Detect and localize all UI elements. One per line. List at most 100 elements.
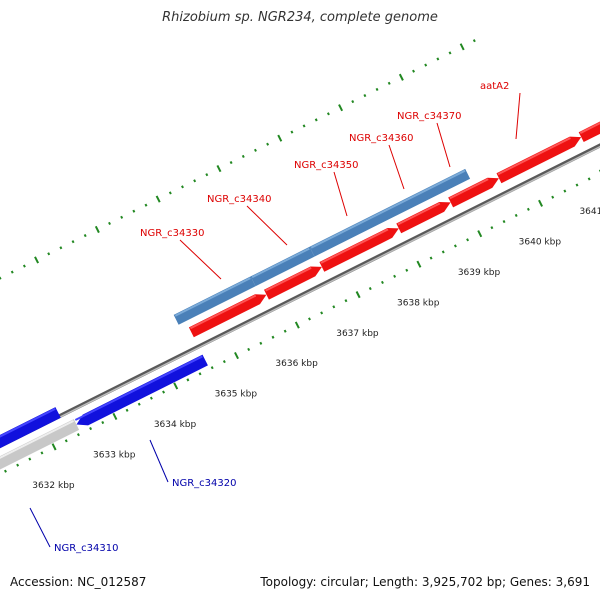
outer-tick bbox=[424, 63, 428, 67]
outer-tick bbox=[216, 165, 222, 173]
gene-label-forward: NGR_c34340 bbox=[207, 194, 272, 205]
gene-red-3 bbox=[319, 228, 399, 272]
inner-tick bbox=[514, 213, 518, 218]
gene-red-5 bbox=[448, 177, 499, 208]
inner-tick bbox=[259, 341, 263, 345]
outer-tick bbox=[338, 104, 344, 112]
gene-red-2 bbox=[264, 266, 322, 300]
outer-tick bbox=[168, 191, 172, 195]
label-leaders bbox=[29, 92, 521, 548]
inner-tick bbox=[393, 274, 397, 278]
backbone-highlight bbox=[0, 145, 600, 448]
outer-tick bbox=[132, 209, 136, 213]
gene-red-1-shade bbox=[189, 294, 257, 330]
inner-tick bbox=[76, 433, 80, 437]
gene-ngr-c34320 bbox=[76, 354, 208, 426]
ruler-labels: 3632 kbp 3633 kbp 3634 kbp 3635 kbp 3636 kbp… bbox=[32, 207, 600, 491]
outer-tick bbox=[94, 225, 100, 234]
outer-tick bbox=[229, 160, 233, 165]
inner-tick bbox=[89, 427, 93, 431]
inner-tick bbox=[453, 244, 457, 248]
inner-tick bbox=[308, 317, 311, 321]
gene-features bbox=[0, 121, 600, 470]
inner-tick bbox=[344, 299, 348, 303]
inner-tick bbox=[429, 256, 433, 260]
outer-tick bbox=[253, 148, 257, 152]
inner-tick bbox=[320, 311, 324, 315]
backbone-layer bbox=[0, 143, 600, 449]
map-title: Rhizobium sp. NGR234, complete genome bbox=[162, 10, 438, 25]
outer-tick bbox=[71, 240, 75, 244]
inner-tick bbox=[101, 420, 105, 425]
outer-tick bbox=[472, 39, 476, 43]
inner-tick bbox=[4, 469, 7, 473]
outer-tick bbox=[375, 87, 379, 91]
gene-blue-3 bbox=[309, 168, 471, 257]
gene-red-3-shade bbox=[320, 228, 389, 264]
inner-tick bbox=[332, 305, 336, 309]
outer-tick bbox=[120, 215, 124, 219]
inner-tick bbox=[173, 382, 179, 390]
outer-tick bbox=[290, 130, 294, 134]
outer-tick bbox=[205, 173, 209, 177]
inner-tick bbox=[405, 268, 409, 272]
inner-tick bbox=[587, 177, 591, 181]
outer-tick bbox=[10, 270, 14, 274]
outer-tick bbox=[459, 43, 465, 51]
inner-tick bbox=[51, 443, 57, 451]
outer-tick bbox=[0, 276, 2, 280]
inner-tick bbox=[526, 207, 530, 211]
inner-tick bbox=[247, 347, 251, 351]
gene-label-forward: NGR_c34370 bbox=[397, 111, 462, 122]
inner-tick bbox=[210, 366, 214, 370]
gene-ngr-c34320-shade bbox=[74, 355, 203, 421]
inner-tick bbox=[234, 351, 239, 360]
inner-tick bbox=[137, 402, 141, 406]
outer-tick bbox=[387, 81, 391, 85]
gene-label-layer: NGR_c34330 NGR_c34340 NGR_c34350 NGR_c34360… bbox=[54, 81, 509, 554]
inner-tick bbox=[162, 390, 166, 394]
inner-tick bbox=[380, 280, 384, 285]
topology-summary: Topology: circular; Length: 3,925,702 bp… bbox=[260, 575, 590, 589]
gene-blue-1 bbox=[173, 276, 256, 325]
inner-tick bbox=[28, 457, 32, 461]
outer-tick bbox=[351, 100, 355, 104]
gene-ngr-c34310 bbox=[0, 407, 61, 449]
outer-tick bbox=[398, 73, 404, 81]
inner-tick bbox=[198, 372, 202, 376]
outer-tick bbox=[181, 185, 184, 189]
outer-tick bbox=[83, 234, 87, 238]
inner-tick bbox=[64, 439, 68, 443]
inner-tick bbox=[416, 260, 422, 268]
label-leader-reverse bbox=[149, 439, 169, 483]
inner-tick bbox=[294, 321, 300, 329]
outer-tick bbox=[241, 154, 245, 158]
inner-tick bbox=[112, 412, 118, 420]
accession-text: Accession: NC_012587 bbox=[10, 575, 147, 589]
gene-label-forward: NGR_c34350 bbox=[294, 160, 359, 171]
outer-tick bbox=[448, 51, 452, 55]
outer-tick bbox=[34, 256, 40, 264]
outer-tick bbox=[314, 118, 318, 122]
gene-label-reverse: NGR_c34320 bbox=[172, 478, 237, 489]
gene-red-4 bbox=[396, 202, 451, 234]
gene-red-4-shade bbox=[397, 202, 441, 226]
gene-red-7-shade bbox=[579, 122, 600, 134]
outer-tick bbox=[47, 252, 51, 256]
inner-tick bbox=[563, 189, 567, 193]
inner-tick bbox=[16, 463, 20, 467]
inner-tick bbox=[355, 291, 361, 299]
ruler-label: 3634 kbp bbox=[154, 420, 197, 430]
gene-label-forward: NGR_c34330 bbox=[140, 228, 205, 239]
outer-tick bbox=[326, 112, 330, 116]
label-leader-forward bbox=[388, 144, 405, 190]
ruler-label: 3640 kbp bbox=[519, 237, 562, 247]
inner-tick bbox=[575, 183, 579, 187]
gene-red-5-shade bbox=[449, 178, 489, 200]
outer-tick bbox=[277, 134, 283, 142]
inner-tick bbox=[551, 195, 555, 199]
gene-red-1 bbox=[188, 294, 267, 338]
ruler-label: 3636 kbp bbox=[275, 359, 318, 369]
gene-ngr-c34310-shade bbox=[0, 407, 56, 438]
tick-marks bbox=[0, 39, 600, 473]
